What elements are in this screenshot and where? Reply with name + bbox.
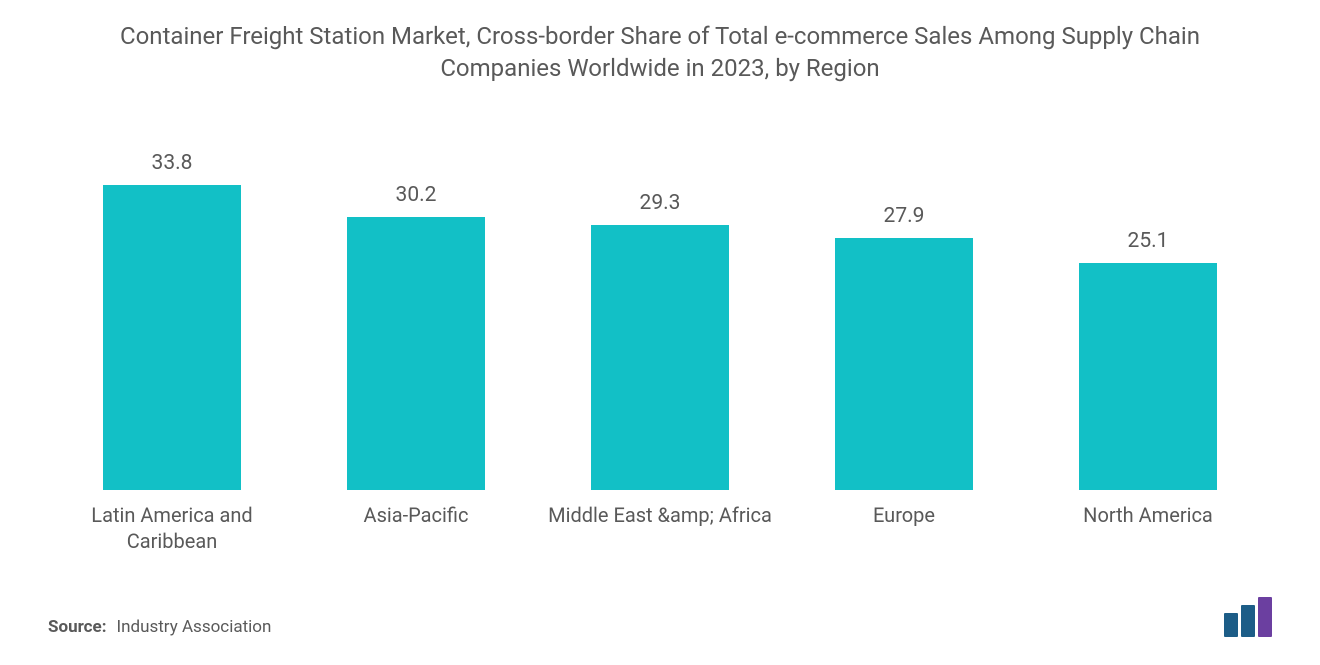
bar-category-label: North America <box>1033 502 1263 554</box>
bar-group: 33.8 <box>57 151 287 490</box>
chart-plot-area: 33.8 30.2 29.3 27.9 25.1 <box>40 140 1280 490</box>
bar-value-label: 27.9 <box>884 204 925 228</box>
logo-bar-icon <box>1258 597 1272 637</box>
chart-title: Container Freight Station Market, Cross-… <box>110 20 1210 85</box>
bar-category-label: Latin America and Caribbean <box>57 502 287 554</box>
bar <box>591 225 729 489</box>
bar-group: 29.3 <box>545 191 775 489</box>
bar-category-label: Asia-Pacific <box>301 502 531 554</box>
bar-group: 27.9 <box>789 204 1019 490</box>
bar-value-label: 29.3 <box>640 191 681 215</box>
bar-category-label: Middle East &amp; Africa <box>545 502 775 554</box>
bar-group: 25.1 <box>1033 229 1263 489</box>
bar-value-label: 33.8 <box>152 151 193 175</box>
bar-value-label: 25.1 <box>1128 229 1169 253</box>
chart-footer: Source: Industry Association <box>48 597 1272 637</box>
bar-value-label: 30.2 <box>396 183 437 207</box>
bar <box>1079 263 1217 489</box>
source-attribution: Source: Industry Association <box>48 617 271 637</box>
bar <box>347 217 485 490</box>
bar <box>103 185 241 490</box>
logo-bar-icon <box>1224 613 1238 637</box>
source-value: Industry Association <box>116 617 271 637</box>
logo-bar-icon <box>1241 605 1255 637</box>
chart-container: Container Freight Station Market, Cross-… <box>0 0 1320 665</box>
bar-group: 30.2 <box>301 183 531 490</box>
brand-logo <box>1224 597 1272 637</box>
bar-category-label: Europe <box>789 502 1019 554</box>
bar <box>835 238 973 490</box>
chart-category-axis: Latin America and Caribbean Asia-Pacific M… <box>40 490 1280 554</box>
source-label: Source: <box>48 617 106 637</box>
